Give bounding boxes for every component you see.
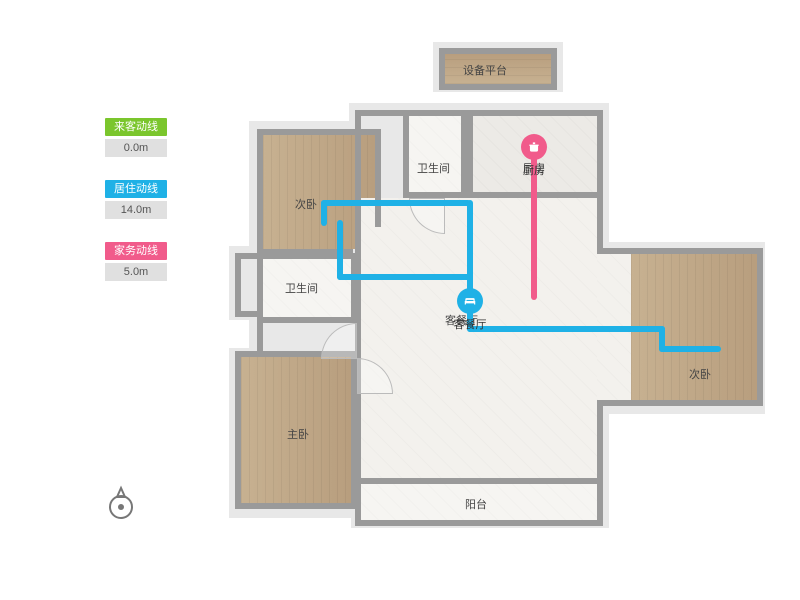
- legend-item-house: 家务动线 5.0m: [105, 241, 167, 281]
- wall-segment: [257, 129, 263, 255]
- room-label-master-bedroom: 主卧: [287, 426, 309, 442]
- wall-segment: [257, 253, 263, 355]
- floor-plan: 设备平台厨房卫生间次卧卫生间主卧客餐厅次卧阳台厨房客餐厅: [235, 48, 755, 528]
- legend-guest-label: 来客动线: [105, 118, 167, 136]
- floorplan-canvas: 来客动线 0.0m 居住动线 14.0m 家务动线 5.0m 设备平台厨房卫生间…: [0, 0, 800, 600]
- legend-house-value: 5.0m: [105, 263, 167, 281]
- room-label-equipment-platform: 设备平台: [463, 62, 507, 78]
- legend-item-guest: 来客动线 0.0m: [105, 117, 167, 157]
- wall-segment: [257, 129, 381, 135]
- wall-segment: [467, 110, 473, 198]
- wall-segment: [351, 253, 357, 323]
- legend-guest-value: 0.0m: [105, 139, 167, 157]
- legend-living-label: 居住动线: [105, 180, 167, 198]
- path-living: [321, 200, 327, 226]
- room-label-bathroom-2: 卫生间: [285, 280, 318, 296]
- wall-segment: [235, 503, 357, 509]
- path-living: [337, 274, 473, 280]
- wall-segment: [355, 478, 603, 484]
- wall-segment: [403, 110, 409, 198]
- room-bathroom-1: [409, 116, 461, 192]
- room-label-balcony: 阳台: [465, 496, 487, 512]
- wall-segment: [439, 84, 557, 90]
- legend-living-value: 14.0m: [105, 201, 167, 219]
- path-living: [321, 200, 471, 206]
- room-living-dining: [361, 198, 597, 478]
- legend: 来客动线 0.0m 居住动线 14.0m 家务动线 5.0m: [105, 117, 167, 303]
- wall-segment: [597, 400, 603, 484]
- wall-segment: [355, 110, 603, 116]
- wall-segment: [757, 248, 763, 406]
- wall-segment: [597, 248, 763, 254]
- path-living: [467, 326, 665, 332]
- wall-segment: [257, 317, 357, 323]
- living-node-label: 客餐厅: [454, 316, 487, 332]
- compass-icon: [103, 485, 139, 521]
- kitchen-node-label: 厨房: [523, 162, 545, 178]
- wall-segment: [375, 129, 381, 227]
- room-label-bedroom-2b: 次卧: [689, 366, 711, 382]
- wall-segment: [439, 48, 557, 54]
- wall-segment: [597, 484, 603, 524]
- legend-item-living: 居住动线 14.0m: [105, 179, 167, 219]
- wall-segment: [597, 110, 603, 254]
- wall-segment: [355, 520, 603, 526]
- legend-house-label: 家务动线: [105, 242, 167, 260]
- wall-segment: [355, 484, 361, 524]
- wall-segment: [597, 400, 763, 406]
- wall-segment: [235, 351, 241, 509]
- path-living: [337, 220, 343, 280]
- room-label-bathroom-1: 卫生间: [417, 160, 450, 176]
- living-node: 客餐厅: [457, 288, 483, 314]
- kitchen-node: 厨房: [521, 134, 547, 160]
- wall-segment: [235, 253, 241, 317]
- path-living: [659, 346, 721, 352]
- room-label-bedroom-2a: 次卧: [295, 196, 317, 212]
